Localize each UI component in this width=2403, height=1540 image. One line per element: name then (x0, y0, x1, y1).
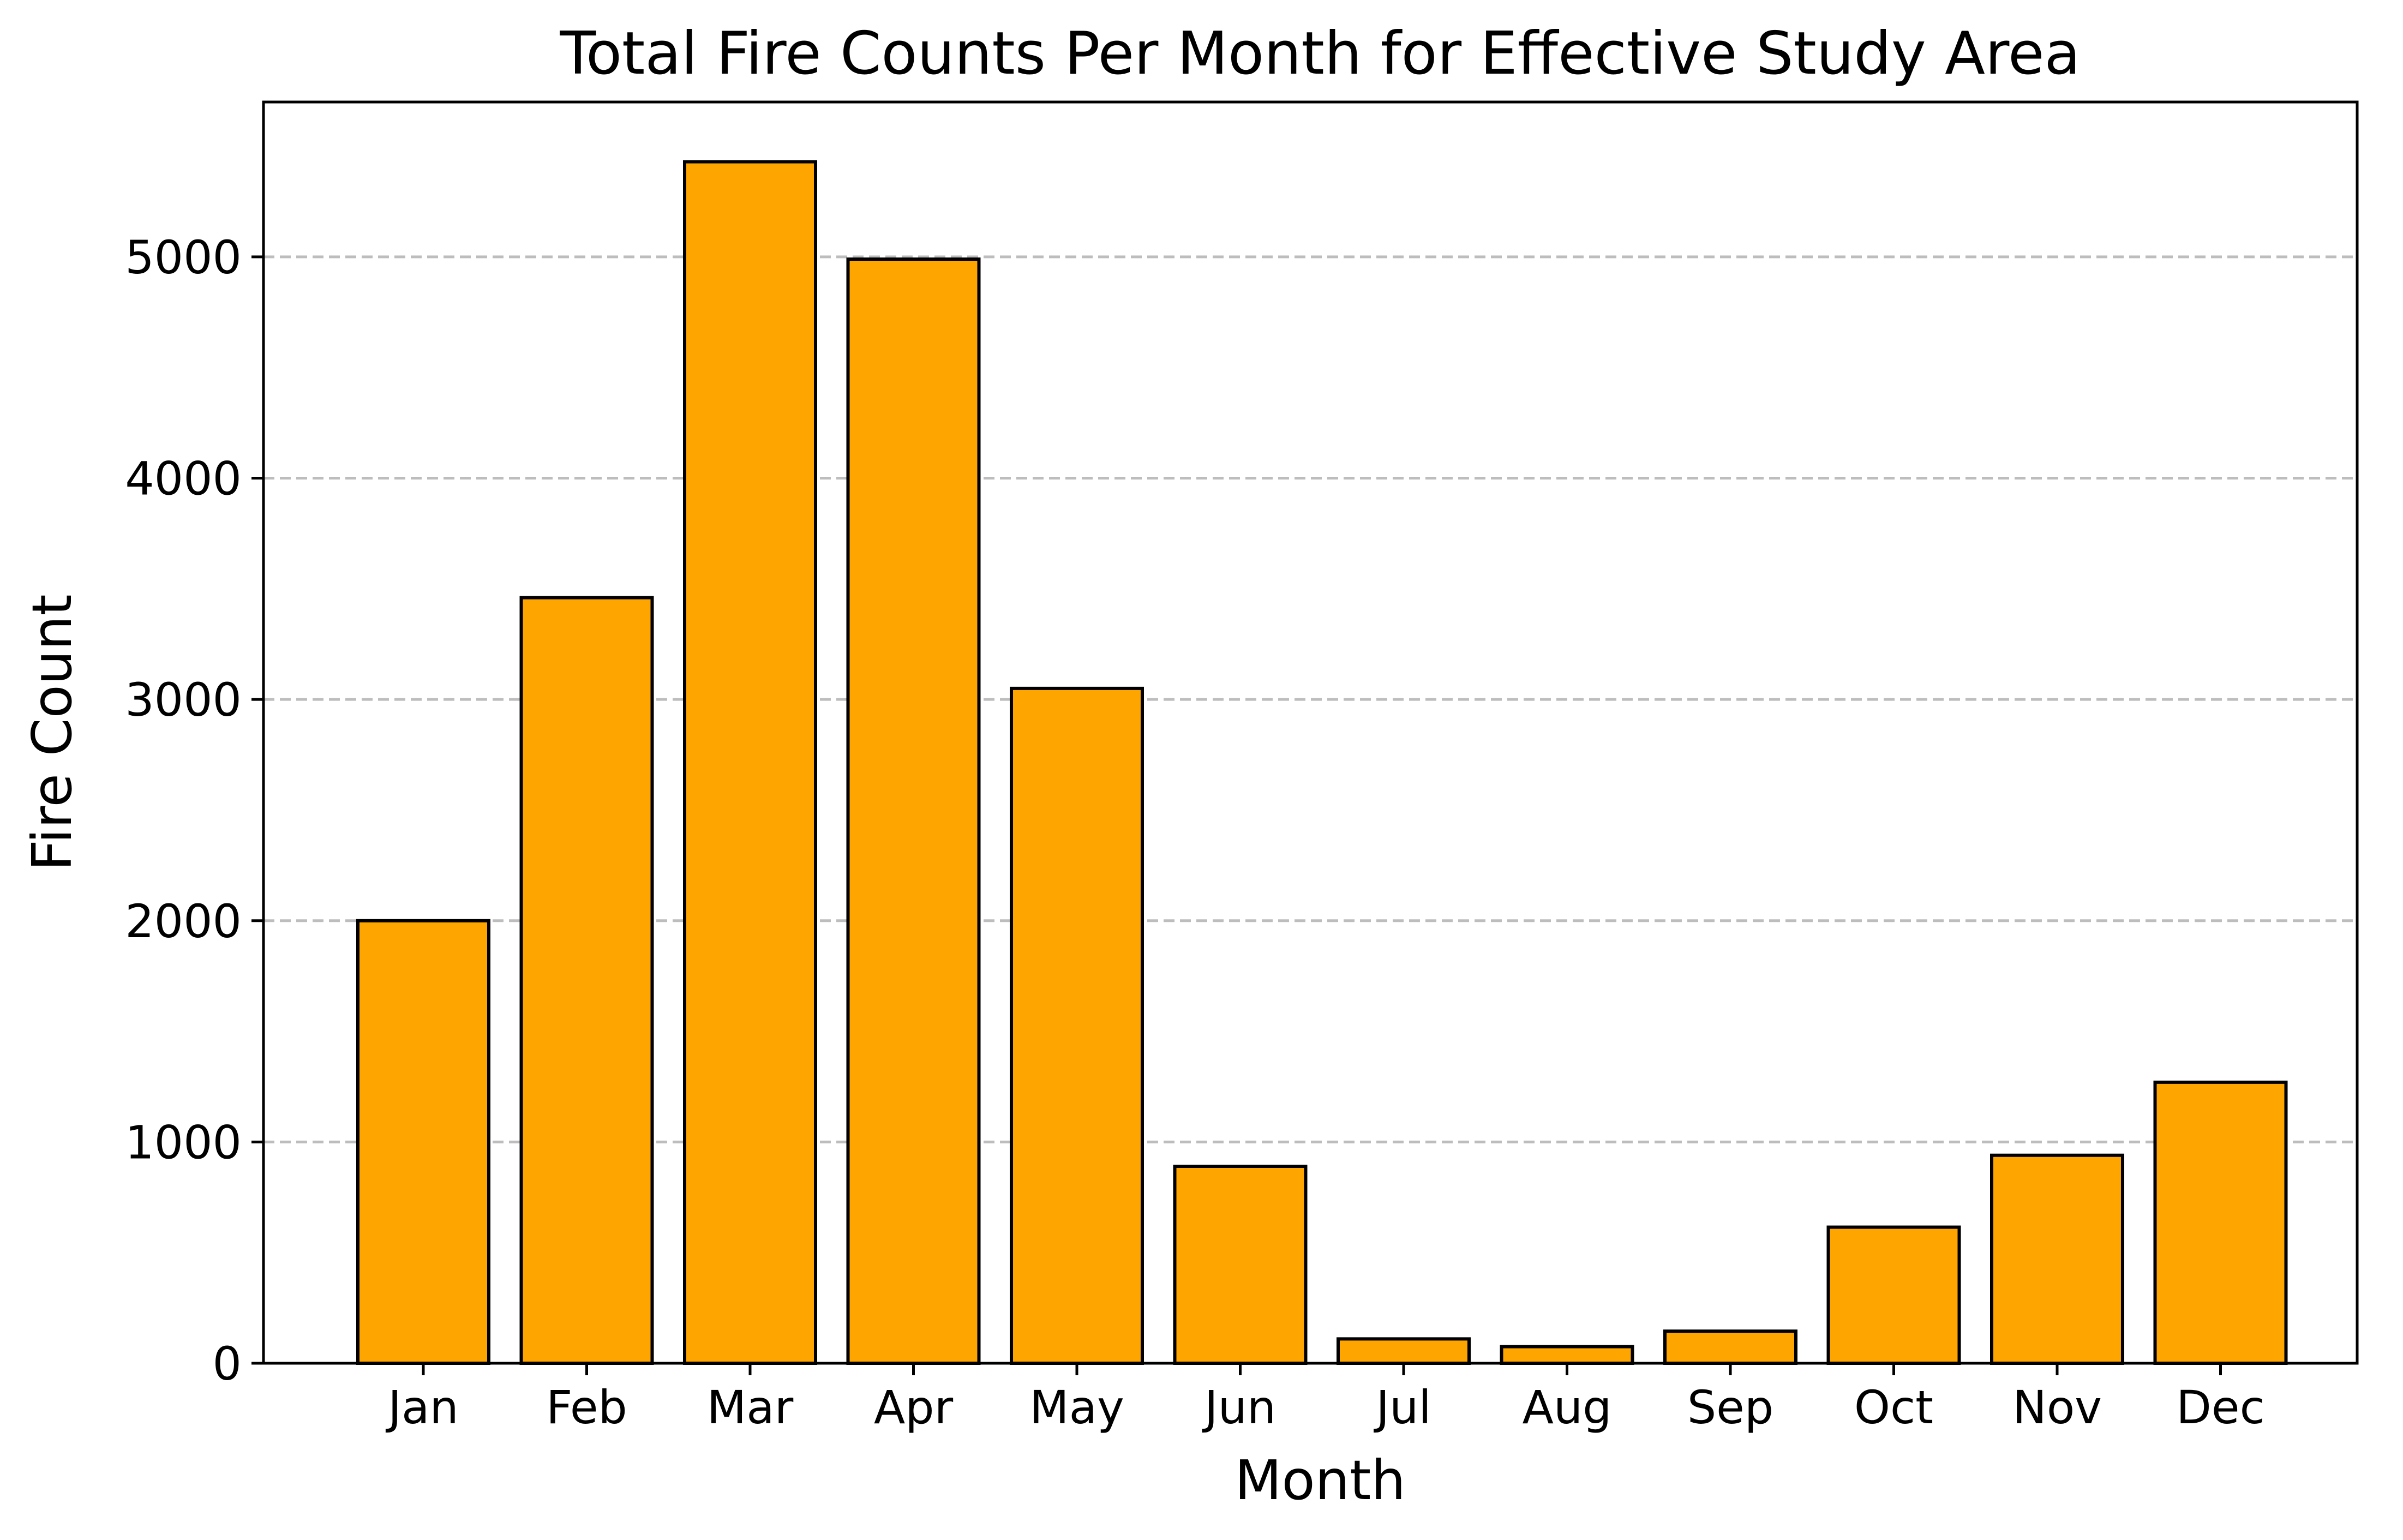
y-tick-label: 2000 (125, 895, 242, 948)
x-tick-label: Apr (874, 1381, 954, 1434)
y-tick-label: 1000 (125, 1116, 242, 1169)
x-tick-label: Jul (1373, 1381, 1431, 1434)
bar-aug (1500, 1345, 1634, 1365)
y-tick-label: 3000 (125, 673, 242, 727)
x-tick-label: Aug (1522, 1381, 1611, 1434)
y-axis-label: Fire Count (20, 594, 84, 871)
bar-dec (2153, 1080, 2288, 1365)
x-axis-label: Month (1235, 1448, 1405, 1512)
x-tick-label: Mar (707, 1381, 794, 1434)
x-tick-label: Sep (1687, 1381, 1773, 1434)
bar-jun (1173, 1165, 1308, 1365)
bar-apr (846, 257, 981, 1365)
bar-mar (683, 160, 817, 1365)
y-tick-label: 4000 (125, 452, 242, 506)
bar-jan (356, 919, 490, 1365)
bar-may (1010, 686, 1144, 1365)
x-tick-label: Dec (2176, 1381, 2265, 1434)
bar-feb (519, 596, 654, 1365)
bar-sep (1663, 1329, 1797, 1365)
x-axis-ticks: Jan Feb Mar Apr May Jun Jul Aug Sep Oct Nov Dec (385, 1363, 2265, 1434)
y-tick-label: 5000 (125, 231, 242, 284)
bar-oct (1826, 1225, 1961, 1365)
x-tick-label: Jan (385, 1381, 459, 1434)
x-tick-label: Jun (1202, 1381, 1276, 1434)
x-tick-label: Nov (2012, 1381, 2102, 1434)
x-tick-label: Oct (1854, 1381, 1933, 1434)
bars (356, 160, 2288, 1365)
y-tick-label: 0 (213, 1337, 242, 1391)
chart-title: Total Fire Counts Per Month for Effectiv… (559, 20, 2080, 88)
x-tick-label: May (1029, 1381, 1124, 1434)
x-tick-label: Feb (546, 1381, 627, 1434)
bar-jul (1337, 1337, 1471, 1365)
bar-nov (1990, 1153, 2124, 1365)
plot-area-frame (262, 100, 2359, 1365)
y-axis-ticks: 0 1000 2000 3000 4000 5000 (125, 231, 263, 1391)
